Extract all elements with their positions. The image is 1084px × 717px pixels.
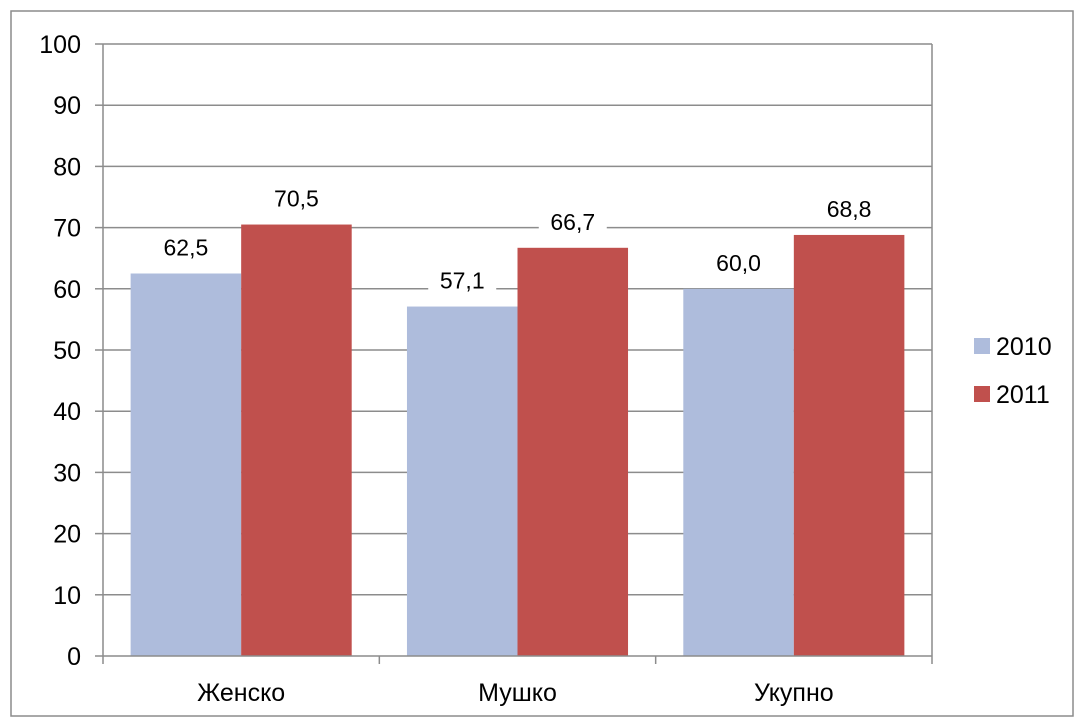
y-tick-label: 70 <box>53 215 81 243</box>
x-category-label: Мушко <box>478 679 557 707</box>
y-tick-label: 90 <box>53 92 81 120</box>
data-label-bg <box>262 182 331 215</box>
bar-2011 <box>793 234 905 656</box>
axes: 0 10 20 30 40 50 60 70 80 90 100 Женско Мушко Укупно <box>39 31 933 707</box>
legend-label-2011: 2011 <box>996 381 1050 409</box>
y-tick-label: 40 <box>53 398 81 426</box>
legend-label-2010: 2010 <box>996 333 1052 361</box>
data-label-bg <box>428 264 497 297</box>
data-label-bg <box>815 192 884 225</box>
data-labels: 62,5 70,5 57,1 66,7 60,0 68,8 <box>151 182 884 297</box>
y-tick-label: 0 <box>67 643 81 671</box>
y-tick-label: 50 <box>53 337 81 365</box>
data-label: 70,5 <box>274 186 319 212</box>
bar-2011 <box>517 247 629 656</box>
bars <box>130 224 905 657</box>
data-label: 68,8 <box>827 196 872 222</box>
bar-2011 <box>241 224 352 657</box>
data-label-bg <box>538 205 607 238</box>
data-label: 66,7 <box>550 209 595 235</box>
y-tick-label: 80 <box>53 153 81 181</box>
x-category-label: Укупно <box>754 679 834 707</box>
data-label: 57,1 <box>440 268 485 294</box>
data-label: 62,5 <box>164 235 209 261</box>
legend-swatch-2010 <box>974 338 990 354</box>
y-tick-label: 20 <box>53 521 81 549</box>
bar-2010 <box>130 273 242 656</box>
bar-2010 <box>406 306 518 656</box>
legend-swatch-2011 <box>974 386 990 402</box>
bar-2010 <box>683 288 794 656</box>
y-tick-label: 30 <box>53 459 81 487</box>
y-tick-label: 100 <box>39 31 81 59</box>
y-tick-label: 60 <box>53 276 81 304</box>
legend: 2010 2011 <box>974 333 1052 409</box>
data-label-bg <box>704 246 773 279</box>
y-tick-label: 10 <box>53 582 81 610</box>
data-label-bg <box>151 231 220 264</box>
x-category-label: Женско <box>197 679 285 707</box>
data-label: 60,0 <box>716 250 761 276</box>
